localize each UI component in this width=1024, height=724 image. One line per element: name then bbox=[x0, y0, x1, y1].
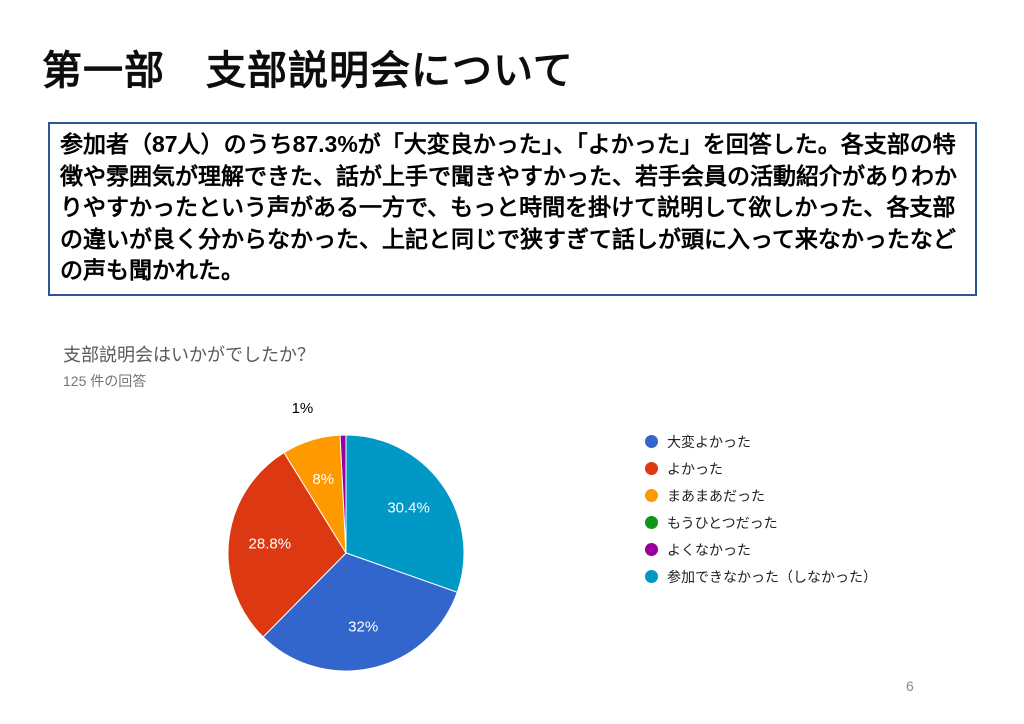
legend-color-dot bbox=[645, 516, 658, 529]
legend-item: まあまあだった bbox=[645, 482, 877, 509]
legend-item: もうひとつだった bbox=[645, 509, 877, 536]
chart-question-title: 支部説明会はいかがでしたか？ bbox=[63, 345, 315, 365]
pie-slice-label: 32% bbox=[348, 619, 378, 636]
legend-color-dot bbox=[645, 462, 658, 475]
pie-slice-label: 30.4% bbox=[387, 500, 430, 517]
summary-text: 参加者（87人）のうち87.3%が「大変良かった」、「よかった」を回答した。各支… bbox=[60, 131, 957, 283]
legend-item: 参加できなかった（しなかった） bbox=[645, 563, 877, 590]
pie-slice bbox=[227, 451, 347, 638]
legend-color-dot bbox=[645, 570, 658, 583]
legend-color-dot bbox=[645, 543, 658, 556]
pie-slice bbox=[262, 552, 458, 672]
summary-box: 参加者（87人）のうち87.3%が「大変良かった」、「よかった」を回答した。各支… bbox=[48, 122, 977, 296]
legend-item: よくなかった bbox=[645, 536, 877, 563]
legend-color-dot bbox=[645, 489, 658, 502]
legend-label: 大変よかった bbox=[667, 433, 751, 450]
pie-slice-label: 8% bbox=[312, 471, 334, 488]
page-number: 6 bbox=[906, 678, 914, 694]
legend-color-dot bbox=[645, 435, 658, 448]
legend-label: もうひとつだった bbox=[667, 514, 778, 531]
legend-label: まあまあだった bbox=[667, 487, 765, 504]
legend-label: 参加できなかった（しなかった） bbox=[667, 568, 877, 585]
slide-title: 第一部 支部説明会について bbox=[42, 49, 574, 93]
legend-item: 大変よかった bbox=[645, 428, 877, 455]
chart-legend: 大変よかった よかったまあまあだった もうひとつだった よくなかった参加できなかった（… bbox=[645, 428, 877, 590]
pie-slice bbox=[339, 434, 347, 554]
pie-slice-label: 28.8% bbox=[249, 535, 292, 552]
pie-slice bbox=[345, 434, 465, 593]
legend-label: よかった bbox=[667, 460, 723, 477]
legend-label: よくなかった bbox=[667, 541, 751, 558]
pie-slice-label: 1% bbox=[292, 400, 314, 417]
pie-chart: 30.4% 32% 28.8% 8% 1% bbox=[227, 400, 465, 672]
legend-item: よかった bbox=[645, 455, 877, 482]
chart-response-count: 125 件の回答 bbox=[63, 373, 147, 389]
